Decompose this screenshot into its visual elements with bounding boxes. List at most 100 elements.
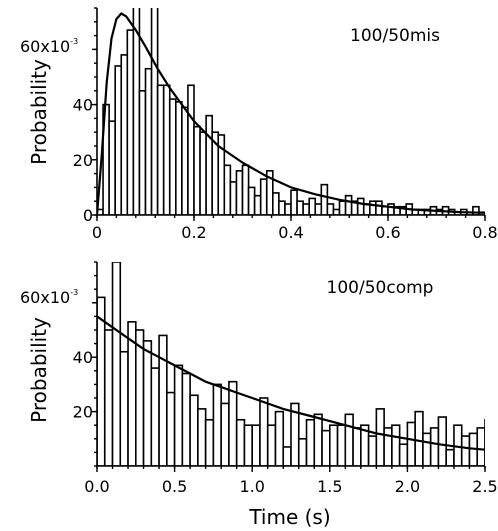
plot-area	[97, 262, 498, 466]
histogram-bar	[338, 200, 347, 215]
x-tick-label: 0.2	[181, 223, 206, 242]
histogram-bar	[251, 424, 261, 466]
histogram-bar	[126, 29, 135, 215]
histogram-bar	[460, 435, 471, 466]
y-axis-label: Probability	[27, 317, 51, 423]
x-tick-label: 0.5	[162, 477, 187, 496]
histogram-bar	[114, 65, 123, 215]
histogram-bar	[150, 8, 159, 215]
histogram-bar	[375, 200, 383, 215]
histogram-bar	[274, 410, 285, 466]
histogram-bar	[135, 329, 145, 466]
histogram-bar	[223, 164, 232, 215]
y-tick-label-top: 60x10-3	[20, 37, 78, 56]
histogram-bar	[336, 424, 347, 466]
histogram-bar	[181, 106, 189, 215]
panel-annotation: 100/50comp	[327, 278, 434, 298]
histogram-bar	[253, 194, 262, 215]
histogram-bar	[321, 429, 331, 466]
y-tick-label: 20	[73, 151, 93, 170]
histogram-bar	[332, 208, 341, 215]
histogram-bar	[302, 203, 310, 215]
histogram-bar	[314, 203, 323, 215]
bottom-histogram-panel: 0.0 0.5 1.0 1.5 2.0 2.5 20 40 60x10-3 Probability…	[20, 261, 498, 496]
histogram-bar	[168, 98, 177, 215]
histogram-bar	[472, 205, 480, 215]
histogram-bar	[266, 424, 277, 466]
histogram-bar	[205, 114, 213, 215]
histogram-bar	[111, 262, 122, 466]
histogram-bar	[476, 427, 485, 466]
histogram-bar	[97, 296, 106, 466]
histogram-bar	[108, 120, 116, 215]
histogram-bar	[297, 437, 308, 466]
histogram-bar	[229, 181, 238, 215]
histogram-bar	[284, 203, 292, 215]
x-tick-label: 2.5	[472, 477, 497, 496]
histogram-bar	[228, 380, 238, 466]
histogram-bar	[197, 408, 207, 466]
histogram-bar	[150, 367, 160, 466]
histogram-bar	[204, 418, 215, 466]
histogram-bar	[173, 364, 184, 466]
histogram-bar	[296, 200, 304, 215]
histogram-bar	[387, 203, 395, 215]
histogram-bar	[212, 383, 222, 466]
histogram-bar	[181, 372, 191, 466]
histogram-bar	[437, 416, 448, 466]
histogram-bar	[352, 427, 362, 466]
plot-area	[97, 8, 485, 215]
histogram-bar	[381, 205, 389, 215]
y-axis-label: Probability	[27, 59, 51, 165]
top-histogram-panel: 0 0.2 0.4 0.6 0.8 0 20 40 60x10-3 Probability 100/…	[20, 7, 498, 242]
histogram-bar	[484, 418, 485, 466]
x-tick-label: 0	[92, 223, 102, 242]
x-tick-label: 1.0	[239, 477, 264, 496]
histogram-bar	[356, 197, 365, 215]
histogram-bar	[493, 422, 498, 466]
y-tick-label: 20	[73, 403, 93, 422]
x-tick-label: 0.0	[84, 477, 109, 496]
histogram-bar	[247, 186, 256, 215]
histogram-bar	[414, 410, 424, 466]
x-tick-label: 2.0	[395, 477, 420, 496]
histogram-bar	[313, 413, 323, 466]
histogram-bar	[156, 84, 165, 215]
histogram-bar	[241, 164, 250, 215]
y-tick-label: 40	[73, 96, 93, 115]
histogram-bar	[383, 427, 393, 466]
x-tick-label: 0.6	[375, 223, 400, 242]
histogram-bar	[344, 413, 354, 466]
histogram-bar	[259, 178, 268, 215]
histogram-bar	[367, 435, 378, 466]
bottom-x-axis-label: Time (s)	[248, 505, 330, 529]
histogram-bar	[369, 200, 377, 215]
histogram-bar	[278, 200, 286, 215]
histogram-bar	[119, 350, 129, 466]
histogram-bar	[375, 408, 385, 466]
fit-curve	[97, 12, 485, 215]
histogram-bar	[308, 197, 317, 215]
histogram-bar	[429, 427, 440, 466]
histogram-bar	[144, 67, 153, 215]
histogram-bar	[391, 424, 401, 466]
histogram-bar	[326, 203, 335, 215]
y-tick-label: 40	[73, 348, 93, 367]
histogram-bar	[103, 329, 114, 466]
histogram-bar	[290, 189, 298, 215]
histogram-bar	[445, 448, 455, 466]
histogram-bar	[166, 391, 176, 466]
histogram-bar	[235, 170, 244, 215]
x-tick-label: 1.5	[317, 477, 342, 496]
histogram-bar	[235, 418, 246, 466]
histogram-bar	[158, 334, 168, 466]
histogram-bar	[328, 424, 339, 466]
y-tick-label-top: 60x10-3	[20, 288, 78, 307]
histogram-bar	[320, 183, 329, 215]
histogram-bar	[259, 397, 269, 466]
histogram-bar	[162, 84, 171, 215]
histogram-bar	[282, 446, 292, 466]
histogram-bar	[422, 432, 432, 466]
histogram-bar	[189, 394, 199, 466]
